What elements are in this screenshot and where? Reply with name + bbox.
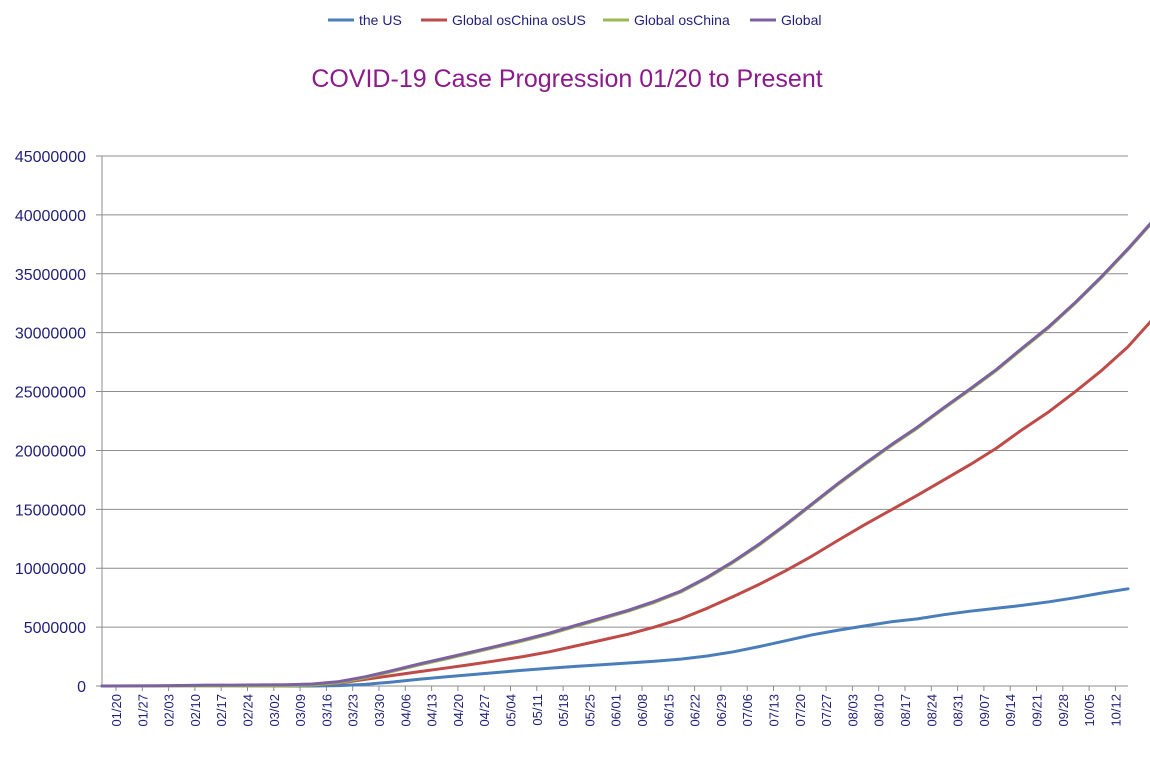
x-tick-label: 03/23 bbox=[346, 694, 361, 727]
y-tick-label: 25000000 bbox=[15, 385, 86, 402]
y-tick-label: 10000000 bbox=[15, 561, 86, 578]
x-axis-ticks: 01/20 01/27 02/03 02/10 02/17 02/24 03/02 03/09… bbox=[109, 686, 1123, 727]
x-tick-label: 06/15 bbox=[661, 694, 676, 727]
x-tick-label: 07/27 bbox=[819, 694, 834, 727]
x-tick-label: 04/13 bbox=[425, 694, 440, 727]
legend-label: the US bbox=[359, 12, 402, 28]
y-tick-label: 20000000 bbox=[15, 443, 86, 460]
x-tick-label: 02/03 bbox=[162, 694, 177, 727]
x-tick-label: 09/14 bbox=[1003, 694, 1018, 727]
x-tick-label: 08/17 bbox=[898, 694, 913, 727]
gridlines bbox=[96, 155, 1128, 687]
series-lines bbox=[100, 221, 1150, 688]
x-tick-label: 06/08 bbox=[635, 694, 650, 727]
x-tick-label: 03/09 bbox=[293, 694, 308, 727]
y-tick-label: 45000000 bbox=[15, 149, 86, 166]
x-tick-label: 08/24 bbox=[924, 694, 939, 727]
x-tick-label: 07/13 bbox=[767, 694, 782, 727]
y-tick-label: 30000000 bbox=[15, 326, 86, 343]
x-tick-label: 08/03 bbox=[845, 694, 860, 727]
x-tick-label: 01/27 bbox=[135, 694, 150, 727]
x-tick-label: 04/20 bbox=[451, 694, 466, 727]
chart-title: COVID-19 Case Progression 01/20 to Prese… bbox=[311, 65, 822, 93]
series-line-3 bbox=[100, 222, 1150, 688]
x-tick-label: 08/31 bbox=[951, 694, 966, 727]
x-tick-label: 02/10 bbox=[188, 694, 203, 727]
x-tick-label: 09/21 bbox=[1030, 694, 1045, 727]
x-tick-label: 10/05 bbox=[1082, 694, 1097, 727]
x-tick-label: 05/25 bbox=[582, 694, 597, 727]
legend-label: Global osChina bbox=[634, 12, 730, 28]
legend-label: Global bbox=[781, 12, 821, 28]
y-tick-label: 35000000 bbox=[15, 267, 86, 284]
x-tick-label: 05/11 bbox=[530, 694, 545, 726]
axes bbox=[101, 156, 1128, 687]
x-tick-label: 10/12 bbox=[1108, 694, 1123, 727]
y-tick-label: 15000000 bbox=[15, 502, 86, 519]
x-tick-label: 07/20 bbox=[793, 694, 808, 727]
x-tick-label: 08/10 bbox=[872, 694, 887, 727]
x-tick-label: 03/02 bbox=[267, 694, 282, 727]
x-tick-label: 03/30 bbox=[372, 694, 387, 727]
x-tick-label: 06/29 bbox=[714, 694, 729, 727]
x-tick-label: 06/22 bbox=[688, 694, 703, 727]
legend-label: Global osChina osUS bbox=[452, 12, 586, 28]
y-tick-label: 5000000 bbox=[24, 620, 86, 637]
x-tick-label: 02/24 bbox=[241, 694, 256, 727]
x-tick-label: 02/17 bbox=[214, 694, 229, 727]
y-tick-label: 0 bbox=[77, 679, 86, 696]
x-tick-label: 05/04 bbox=[504, 694, 519, 727]
x-tick-label: 04/06 bbox=[398, 694, 413, 727]
y-axis-ticks: 0 5000000 10000000 15000000 20000000 25000000… bbox=[15, 149, 86, 696]
x-tick-label: 03/16 bbox=[319, 694, 334, 727]
x-tick-label: 01/20 bbox=[109, 694, 124, 727]
series-line-4 bbox=[100, 221, 1150, 688]
x-tick-label: 04/27 bbox=[477, 694, 492, 727]
legend: the US Global osChina osUS Global osChina G… bbox=[328, 12, 821, 28]
y-tick-label: 40000000 bbox=[15, 208, 86, 225]
x-tick-label: 09/07 bbox=[977, 694, 992, 727]
x-tick-label: 07/06 bbox=[740, 694, 755, 727]
x-tick-label: 05/18 bbox=[556, 694, 571, 727]
x-tick-label: 06/01 bbox=[609, 694, 624, 727]
x-tick-label: 09/28 bbox=[1056, 694, 1071, 727]
